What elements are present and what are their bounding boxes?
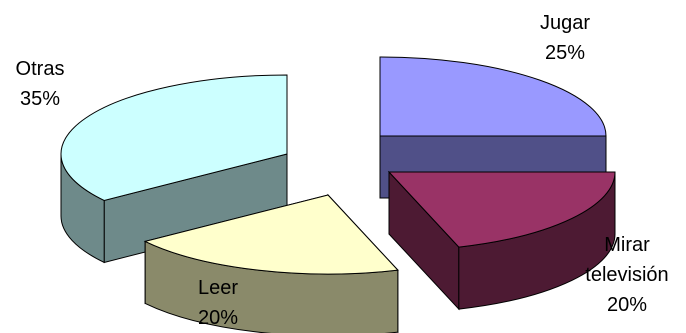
pie-slice-2-top xyxy=(143,194,399,275)
pie-slice-3-top xyxy=(60,74,288,201)
pie-slice-1 xyxy=(387,170,616,311)
pie-slice-1-top xyxy=(387,171,616,248)
slice-name-otras: Otras xyxy=(15,58,65,80)
slice-value-leer: 20% xyxy=(197,307,239,329)
slice-label-jugar: Jugar 25% xyxy=(520,8,610,68)
slice-label-otras: Otras 35% xyxy=(0,54,80,114)
slice-label-mirar-television: Mirar televisión 20% xyxy=(568,230,686,320)
slice-value-otras: 35% xyxy=(19,88,61,110)
slice-name-leer: Leer xyxy=(197,277,239,299)
pie-slice-0-top xyxy=(379,56,607,137)
slice-value-jugar: 25% xyxy=(544,42,586,64)
pie-slice-2 xyxy=(143,193,399,333)
slice-label-leer: Leer 20% xyxy=(168,273,268,333)
slice-name-mirar-television: Mirar televisión xyxy=(585,234,669,286)
slice-name-jugar: Jugar xyxy=(539,12,591,34)
pie-slice-3 xyxy=(60,74,288,264)
slice-value-mirar-television: 20% xyxy=(606,294,648,316)
